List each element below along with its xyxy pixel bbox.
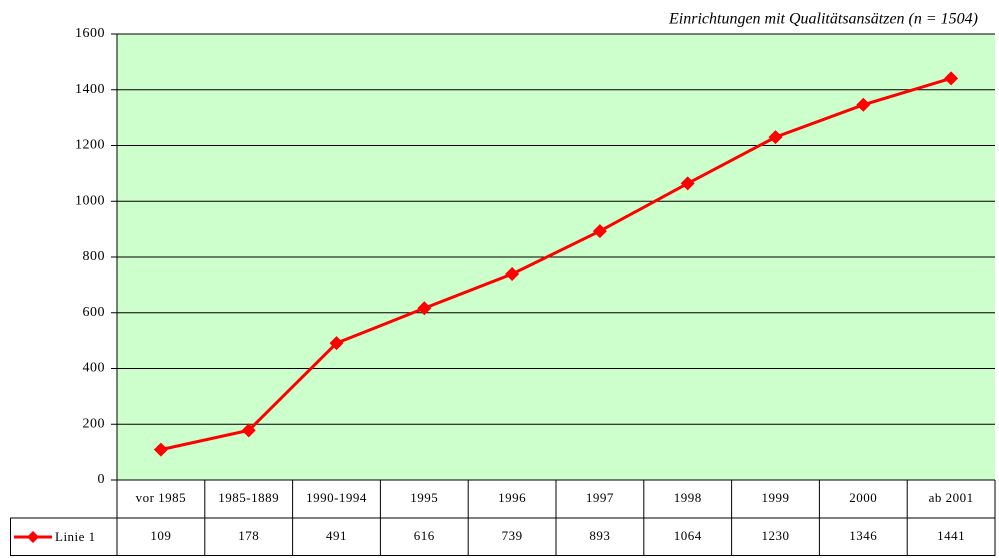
point-marker (417, 301, 432, 316)
table-value: 1441 (937, 528, 965, 543)
table-value: 893 (589, 528, 610, 543)
chart-title: Einrichtungen mit Qualitätsansätzen (n =… (668, 11, 978, 28)
y-tick-label: 1400 (75, 82, 105, 97)
y-tick-label: 1200 (75, 138, 105, 153)
point-marker (856, 97, 871, 112)
table-value: 739 (502, 528, 523, 543)
point-marker (505, 267, 520, 282)
point-marker (944, 71, 959, 86)
point-marker (680, 176, 695, 191)
legend-marker (27, 531, 39, 543)
point-marker (768, 130, 783, 145)
x-tick-label: 1995 (410, 490, 438, 505)
y-tick-label: 400 (83, 361, 106, 376)
x-tick-label: ab 2001 (929, 490, 974, 505)
y-tick-label: 1600 (75, 26, 105, 41)
table-value: 616 (414, 528, 435, 543)
y-tick-label: 200 (83, 416, 106, 431)
point-marker (241, 423, 256, 438)
x-tick-label: 1990-1994 (306, 490, 367, 505)
y-tick-label: 0 (98, 472, 106, 487)
y-tick-label: 600 (83, 305, 106, 320)
x-tick-label: 1998 (674, 490, 702, 505)
table-value: 1064 (674, 528, 702, 543)
x-tick-label: 1999 (762, 490, 790, 505)
point-marker (592, 224, 607, 239)
point-marker (153, 442, 168, 457)
table-value: 491 (326, 528, 347, 543)
y-tick-label: 1000 (75, 193, 105, 208)
x-tick-label: 1997 (586, 490, 614, 505)
x-tick-label: vor 1985 (136, 490, 187, 505)
x-tick-label: 1985-1889 (218, 490, 279, 505)
x-tick-label: 1996 (498, 490, 526, 505)
x-tick-label: 2000 (849, 490, 877, 505)
table-value: 109 (150, 528, 171, 543)
table-value: 1230 (762, 528, 790, 543)
y-tick-label: 800 (83, 249, 106, 264)
table-value: 178 (238, 528, 259, 543)
series-line (160, 76, 952, 452)
point-marker (329, 336, 344, 351)
legend-label: Linie 1 (55, 529, 96, 544)
table-value: 1346 (849, 528, 877, 543)
